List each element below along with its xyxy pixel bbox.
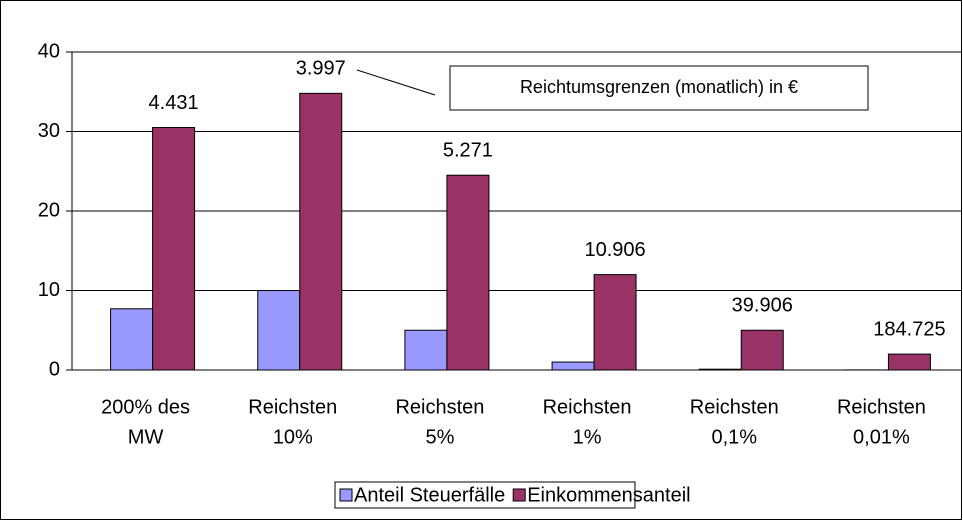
y-tick-label: 40 <box>38 40 60 62</box>
bar <box>153 128 195 370</box>
annotation: Reichtumsgrenzen (monatlich) in € <box>520 77 798 97</box>
bar <box>405 330 447 370</box>
legend-label: Anteil Steuerfälle <box>354 484 505 506</box>
bar-annotation: 39.906 <box>732 295 793 317</box>
bar <box>447 175 489 370</box>
y-tick-label: 30 <box>38 120 60 142</box>
bar <box>741 330 783 370</box>
y-tick-label: 0 <box>49 358 60 380</box>
bar-annotation: 10.906 <box>584 239 645 261</box>
x-tick-label: 5% <box>425 426 454 448</box>
legend-label: Einkommensanteil <box>527 484 690 506</box>
bar <box>594 275 636 370</box>
bar-annotation: 4.431 <box>149 92 199 114</box>
bar <box>111 309 153 370</box>
bar <box>300 93 342 370</box>
x-tick-label: Reichsten <box>543 396 632 418</box>
x-tick-label: 0,01% <box>853 426 910 448</box>
bar <box>699 369 741 370</box>
x-tick-label: MW <box>128 426 164 448</box>
legend-swatch <box>340 489 352 501</box>
bar-annotation: 5.271 <box>443 140 493 162</box>
x-tick-label: 10% <box>273 426 313 448</box>
y-tick-label: 20 <box>38 199 60 221</box>
x-tick-label: 0,1% <box>711 426 757 448</box>
x-tick-label: Reichsten <box>248 396 337 418</box>
bar <box>888 354 930 370</box>
bar-annotation: 3.997 <box>296 58 346 80</box>
x-tick-label: 200% des <box>101 396 190 418</box>
bar <box>258 291 300 371</box>
legend-swatch <box>513 489 525 501</box>
x-tick-label: Reichsten <box>395 396 484 418</box>
y-tick-label: 10 <box>38 279 60 301</box>
bar-annotation: 184.725 <box>873 318 945 340</box>
x-tick-label: Reichsten <box>690 396 779 418</box>
x-tick-label: Reichsten <box>837 396 926 418</box>
x-tick-label: 1% <box>573 426 602 448</box>
bar <box>552 362 594 370</box>
